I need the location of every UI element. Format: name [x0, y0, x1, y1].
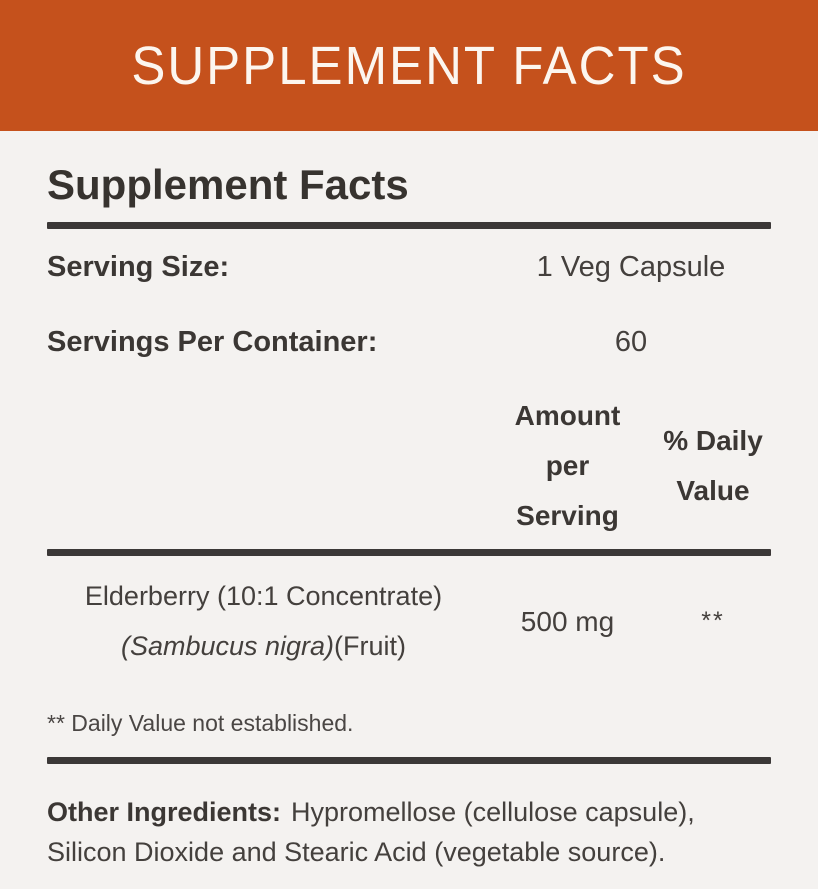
ingredient-daily-value: **	[701, 607, 725, 636]
amount-per-serving-header: Amount per Serving	[514, 400, 621, 531]
ingredient-row: Elderberry (10:1 Concentrate) (Sambucus …	[47, 572, 771, 672]
ingredient-name-line2: (Sambucus nigra)(Fruit)	[47, 622, 480, 672]
ingredient-name: Elderberry (10:1 Concentrate) (Sambucus …	[47, 572, 480, 672]
table-column-headers: Amount per Serving % Daily Value	[47, 391, 771, 540]
servings-per-container-row: Servings Per Container: 60	[47, 326, 771, 359]
panel-title: Supplement Facts	[47, 161, 409, 208]
other-ingredients-text: Hypromellose (cellulose capsule), Silico…	[47, 796, 695, 868]
ingredient-amount: 500 mg	[520, 605, 615, 637]
ingredient-species: (Sambucus nigra)	[120, 630, 335, 661]
banner-title: SUPPLEMENT FACTS	[131, 35, 687, 96]
ingredient-name-line1: Elderberry (10:1 Concentrate)	[84, 580, 443, 611]
serving-size-value: 1 Veg Capsule	[536, 251, 726, 284]
other-ingredients: Other Ingredients: Hypromellose (cellulos…	[47, 792, 771, 873]
divider-rule-bottom	[47, 756, 771, 764]
percent-daily-value-header: % Daily Value	[663, 425, 763, 507]
other-ingredients-label: Other Ingredients:	[47, 796, 282, 827]
serving-size-row: Serving Size: 1 Veg Capsule	[47, 251, 771, 284]
divider-rule-top	[47, 222, 771, 230]
ingredient-part: (Fruit)	[334, 630, 407, 661]
serving-size-label: Serving Size:	[47, 251, 230, 284]
divider-rule-middle	[47, 548, 771, 556]
daily-value-footnote: ** Daily Value not established.	[47, 709, 354, 736]
servings-per-container-label: Servings Per Container:	[47, 326, 378, 359]
supplement-facts-banner: SUPPLEMENT FACTS	[0, 0, 818, 131]
servings-per-container-value: 60	[614, 326, 648, 359]
supplement-facts-panel: Supplement Facts Serving Size: 1 Veg Cap…	[0, 161, 818, 873]
